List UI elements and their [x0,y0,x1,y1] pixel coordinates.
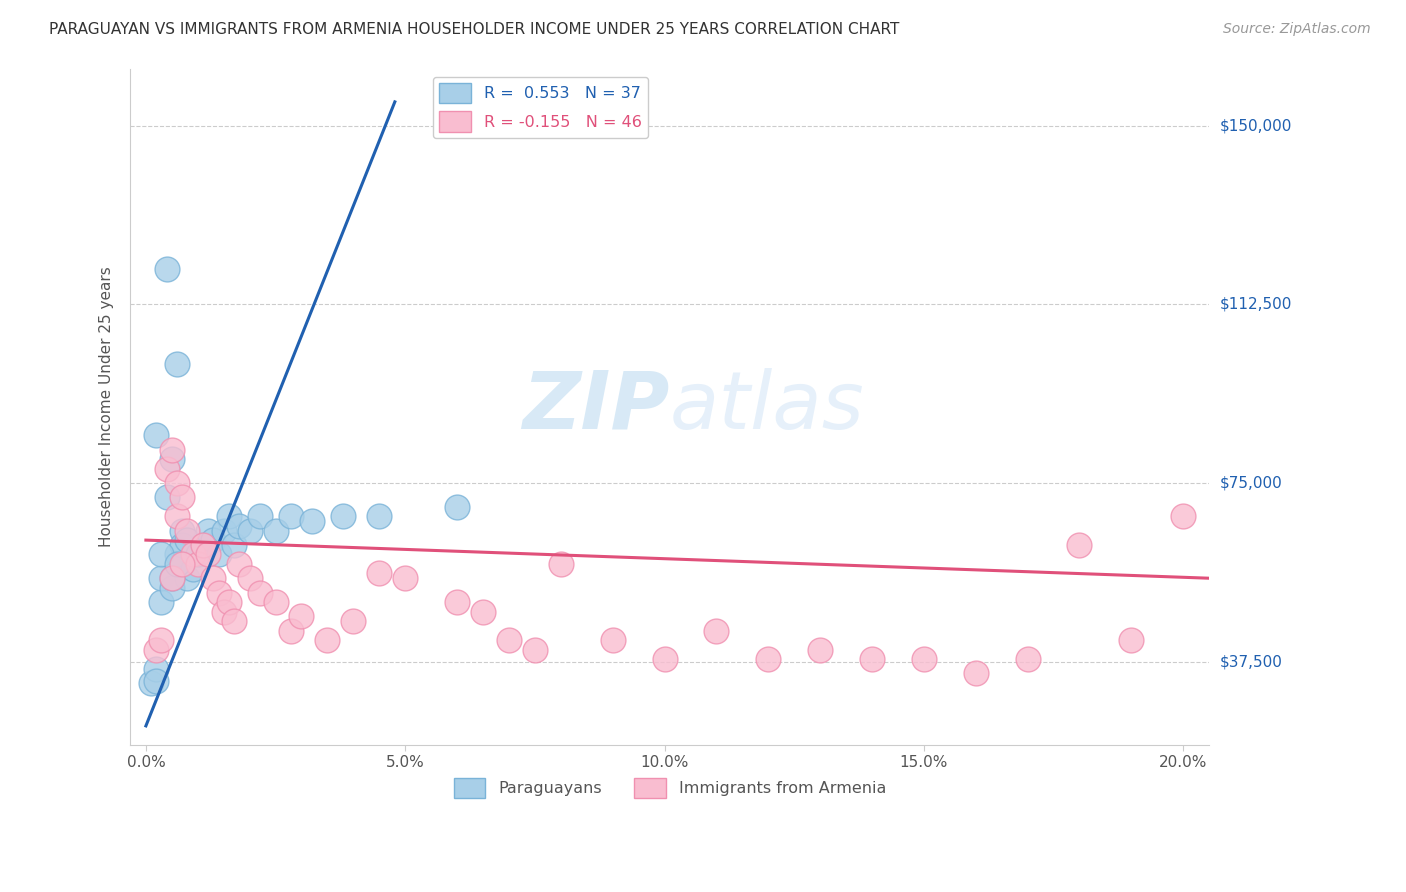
Point [1173,509,1195,524]
Point [145,673,167,688]
Point [212,605,235,619]
Point [394,571,416,585]
Point [145,662,167,676]
Point [706,624,728,638]
Point [756,652,779,666]
Point [191,538,214,552]
Point [160,571,183,585]
Point [808,642,831,657]
Point [197,524,219,538]
Point [332,509,354,524]
Point [181,548,204,562]
Point [218,509,240,524]
Point [965,666,987,681]
Point [228,518,250,533]
Point [150,595,173,609]
Point [264,524,287,538]
Point [160,581,183,595]
Point [160,452,183,467]
Point [156,261,179,276]
Point [202,533,225,548]
Text: PARAGUAYAN VS IMMIGRANTS FROM ARMENIA HOUSEHOLDER INCOME UNDER 25 YEARS CORRELAT: PARAGUAYAN VS IMMIGRANTS FROM ARMENIA HO… [49,22,900,37]
Point [172,557,194,571]
Point [912,652,935,666]
Point [446,500,468,514]
Text: atlas: atlas [669,368,865,446]
Point [172,490,194,504]
Point [191,538,214,552]
Point [156,490,179,504]
Point [160,571,183,585]
Point [145,428,167,442]
Point [212,524,235,538]
Point [172,524,194,538]
Point [207,548,229,562]
Text: $150,000: $150,000 [1220,118,1292,133]
Point [176,533,198,548]
Point [523,642,546,657]
Point [166,509,188,524]
Point [181,562,204,576]
Y-axis label: Householder Income Under 25 years: Householder Income Under 25 years [100,267,114,547]
Point [187,557,209,571]
Point [249,509,271,524]
Point [207,585,229,599]
Point [280,624,302,638]
Text: $37,500: $37,500 [1220,654,1284,669]
Point [860,652,883,666]
Point [150,548,173,562]
Point [176,571,198,585]
Point [222,538,245,552]
Point [498,633,520,648]
Point [166,548,188,562]
Text: ZIP: ZIP [523,368,669,446]
Point [239,571,262,585]
Legend: Paraguayans, Immigrants from Armenia: Paraguayans, Immigrants from Armenia [447,772,893,805]
Point [150,633,173,648]
Point [472,605,495,619]
Point [1017,652,1039,666]
Point [160,442,183,457]
Point [290,609,312,624]
Point [654,652,676,666]
Point [602,633,624,648]
Point [187,548,209,562]
Point [280,509,302,524]
Point [368,509,391,524]
Point [550,557,572,571]
Point [202,571,225,585]
Point [342,614,364,628]
Point [197,548,219,562]
Text: Source: ZipAtlas.com: Source: ZipAtlas.com [1223,22,1371,37]
Point [218,595,240,609]
Point [446,595,468,609]
Text: $75,000: $75,000 [1220,475,1282,491]
Point [166,557,188,571]
Point [301,514,323,528]
Point [139,676,162,690]
Point [239,524,262,538]
Point [172,538,194,552]
Point [368,566,391,581]
Point [145,642,167,657]
Point [150,571,173,585]
Point [222,614,245,628]
Point [156,461,179,475]
Point [166,475,188,490]
Text: $112,500: $112,500 [1220,297,1292,312]
Point [166,357,188,371]
Point [1121,633,1143,648]
Point [176,524,198,538]
Point [249,585,271,599]
Point [264,595,287,609]
Point [1069,538,1091,552]
Point [228,557,250,571]
Point [316,633,339,648]
